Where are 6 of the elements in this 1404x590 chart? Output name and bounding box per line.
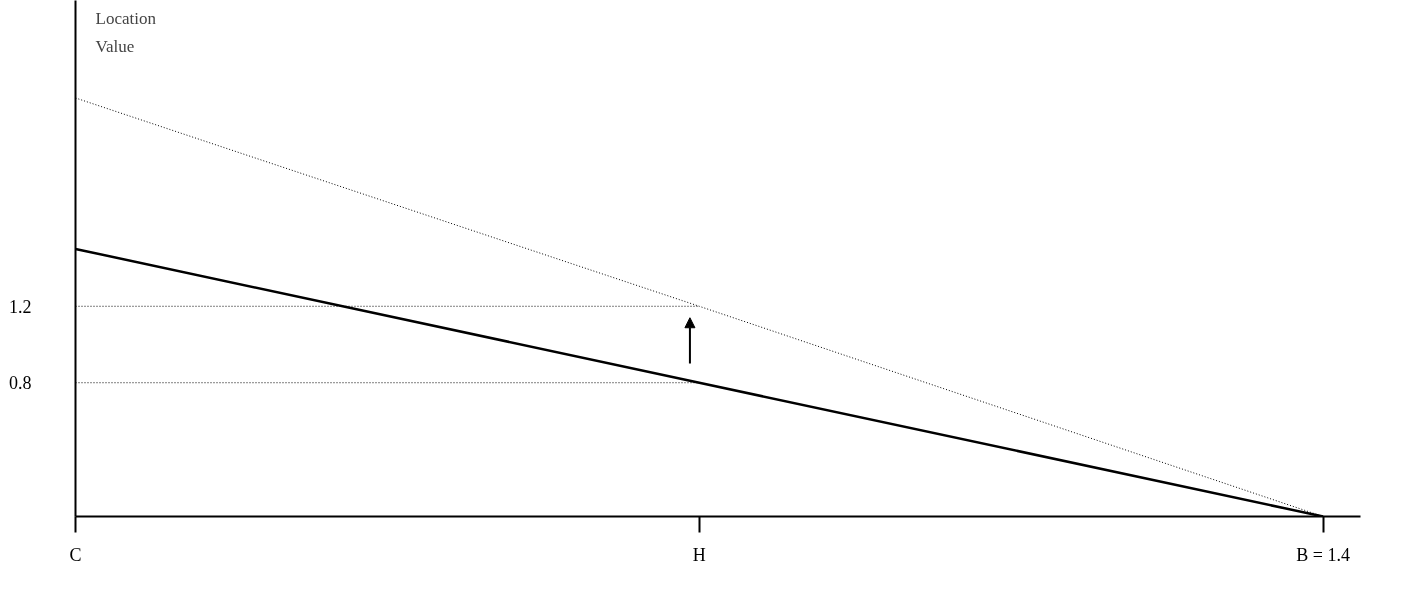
x-tick-label: C [69, 544, 82, 565]
y-axis-title: Location Value [95, 8, 157, 56]
y-tick-label: 1.2 [9, 296, 32, 317]
y-tick-label: 0.8 [9, 373, 32, 394]
x-tick-label: B = 1.4 [1296, 544, 1350, 565]
x-tick-label: H [692, 544, 706, 565]
